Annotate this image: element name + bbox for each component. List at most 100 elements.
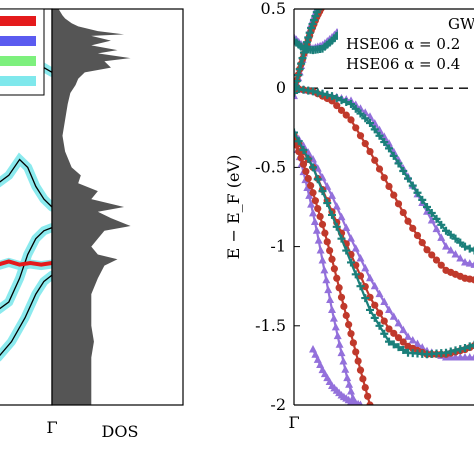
data-point — [347, 387, 355, 395]
data-point — [342, 111, 350, 119]
data-point — [451, 234, 460, 243]
data-point — [351, 244, 360, 252]
data-point — [347, 330, 355, 338]
data-point — [370, 118, 379, 127]
data-point — [318, 89, 327, 98]
legend-hse-04: HSE06 α = 0.4 — [346, 55, 460, 73]
data-point — [423, 203, 431, 211]
data-point — [404, 332, 412, 340]
data-point — [323, 0, 330, 2]
data-point — [314, 1, 322, 9]
y-tick-label: -2 — [270, 395, 286, 414]
data-point — [333, 274, 341, 282]
data-point — [317, 0, 325, 8]
data-point — [314, 204, 322, 213]
data-point — [312, 226, 321, 234]
data-point — [311, 12, 320, 21]
data-point — [359, 375, 367, 383]
data-point — [446, 230, 455, 239]
data-point — [305, 28, 314, 37]
data-point — [331, 322, 340, 331]
data-point — [380, 138, 389, 147]
data-point — [361, 140, 369, 148]
data-point — [456, 345, 465, 354]
data-point — [418, 239, 426, 247]
band-legend-swatch — [0, 16, 36, 26]
y-tick-label: 0.5 — [261, 0, 286, 18]
data-point — [451, 250, 460, 258]
data-point — [356, 282, 365, 291]
data-point — [311, 350, 320, 358]
data-point — [456, 253, 465, 262]
series-band3 — [294, 84, 474, 255]
series-band6 — [309, 345, 363, 405]
series-band3 — [294, 84, 474, 284]
data-point — [317, 0, 325, 2]
data-point — [389, 340, 398, 349]
data-point — [309, 345, 317, 353]
data-point — [328, 305, 336, 313]
main-legend-bg — [338, 11, 474, 73]
data-point — [364, 392, 372, 400]
data-point — [432, 224, 441, 233]
data-point — [308, 20, 317, 29]
data-point — [356, 104, 365, 112]
y-axis-label: E − E_F (eV) — [224, 155, 243, 260]
data-point — [307, 200, 316, 208]
data-point — [408, 181, 417, 190]
data-point — [399, 345, 408, 354]
data-point — [347, 234, 355, 242]
data-point — [299, 160, 308, 168]
band-legend — [0, 8, 45, 96]
data-point — [432, 256, 441, 264]
data-point — [413, 188, 422, 197]
data-point — [307, 182, 315, 190]
data-point — [323, 238, 331, 246]
data-point — [328, 191, 336, 199]
data-point — [342, 223, 351, 231]
data-point — [366, 147, 374, 156]
data-point — [339, 356, 348, 365]
series-band1 — [294, 0, 325, 97]
data-point — [333, 102, 341, 110]
data-point — [332, 222, 341, 231]
data-point — [313, 88, 322, 97]
band-line — [0, 158, 53, 208]
data-point — [366, 401, 374, 405]
main-legend: GW HSE06 α = 0.2 HSE06 α = 0.4 — [338, 11, 474, 73]
data-point — [456, 238, 465, 247]
data-point — [316, 212, 324, 221]
data-point — [351, 270, 360, 279]
data-point — [354, 357, 362, 365]
data-point — [356, 253, 365, 262]
data-point — [304, 174, 312, 183]
data-point — [309, 16, 318, 25]
data-point — [385, 325, 393, 333]
data-point — [356, 366, 365, 374]
data-point — [309, 163, 317, 172]
data-point — [375, 131, 384, 140]
data-point — [341, 365, 350, 373]
data-point — [366, 305, 374, 314]
data-point — [302, 167, 310, 175]
data-point — [427, 215, 436, 224]
data-point — [470, 261, 474, 268]
dos-label: DOS — [102, 422, 139, 441]
band-legend-swatch — [0, 76, 36, 86]
data-point — [299, 145, 308, 154]
data-point — [385, 305, 393, 313]
data-point — [366, 273, 374, 282]
main-x-tick-gamma: Γ — [288, 413, 299, 432]
data-point — [345, 321, 353, 329]
data-point — [294, 137, 303, 146]
data-point — [294, 71, 303, 80]
y-tick-label: -0.5 — [255, 157, 286, 176]
data-point — [465, 259, 474, 267]
band-legend-swatch — [0, 36, 36, 46]
band-x-tick-gamma: Γ — [46, 418, 57, 437]
data-point — [427, 208, 436, 217]
data-point — [442, 226, 450, 235]
data-point — [370, 281, 379, 290]
data-point — [311, 197, 319, 205]
data-point — [394, 318, 403, 327]
